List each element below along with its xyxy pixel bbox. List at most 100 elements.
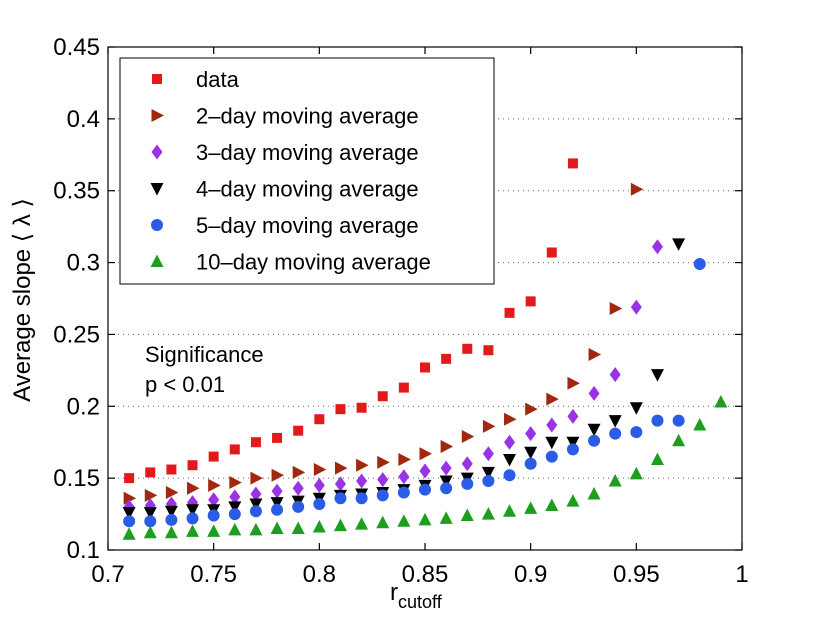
data-point	[270, 497, 284, 510]
data-point	[143, 507, 157, 520]
data-point	[440, 440, 454, 454]
data-point	[377, 455, 390, 469]
data-point	[208, 451, 219, 462]
data-point	[165, 513, 178, 526]
data-points	[122, 158, 728, 540]
legend-label: 5–day moving average	[196, 213, 419, 238]
data-point	[440, 460, 452, 476]
data-point	[355, 492, 368, 505]
data-point	[249, 505, 262, 518]
data-point	[207, 524, 221, 537]
data-point	[186, 524, 200, 537]
data-point	[123, 499, 135, 515]
data-point	[355, 517, 369, 530]
data-point	[208, 478, 221, 492]
data-point	[650, 452, 664, 465]
data-point	[609, 427, 622, 440]
y-tick-label: 0.1	[67, 537, 100, 564]
legend-item: 5–day moving average	[151, 213, 419, 238]
data-point	[291, 521, 305, 534]
data-point	[271, 483, 283, 499]
legend-marker	[151, 144, 163, 160]
data-point	[208, 492, 220, 508]
legend-item: 10–day moving average	[150, 250, 431, 275]
data-point	[441, 353, 452, 364]
legend-label: data	[196, 67, 240, 92]
data-point	[397, 514, 411, 527]
data-point	[481, 466, 495, 480]
series-2	[123, 239, 663, 515]
data-point	[439, 511, 453, 524]
y-tick-label: 0.35	[53, 178, 100, 205]
legend-marker	[152, 74, 162, 84]
data-point	[439, 475, 453, 489]
legend-marker	[150, 183, 164, 196]
data-point	[292, 480, 304, 496]
data-point	[630, 426, 643, 439]
y-tick-label: 0.2	[67, 393, 100, 420]
data-point	[651, 239, 663, 255]
data-point	[524, 501, 538, 514]
y-tick-label: 0.4	[67, 106, 100, 133]
data-point	[524, 446, 538, 460]
data-point	[122, 507, 136, 520]
data-point	[482, 419, 496, 433]
data-point	[587, 423, 601, 437]
data-point	[270, 521, 284, 534]
legend-item: 4–day moving average	[150, 177, 419, 202]
data-point	[249, 498, 263, 512]
data-point	[398, 469, 410, 485]
legend-label: 10–day moving average	[196, 250, 431, 275]
data-point	[608, 415, 622, 428]
x-tick-label: 0.9	[514, 561, 547, 588]
data-point	[545, 498, 559, 511]
data-point	[166, 464, 177, 475]
data-point	[356, 402, 367, 413]
data-point	[165, 486, 179, 500]
data-point	[461, 456, 473, 472]
data-point	[588, 348, 602, 362]
data-point	[418, 512, 432, 526]
legend-items: data 2–day moving average 3–day moving ave…	[150, 67, 431, 275]
data-point	[420, 362, 430, 373]
data-point	[377, 472, 389, 488]
data-point	[566, 436, 580, 450]
data-point	[419, 447, 432, 461]
data-point	[461, 477, 474, 490]
data-point	[313, 498, 326, 511]
data-point	[144, 488, 158, 502]
significance-annotation: Significance p < 0.01	[145, 342, 264, 397]
data-point	[124, 473, 135, 484]
legend-item: 2–day moving average	[151, 104, 419, 129]
y-tick-label: 0.3	[67, 250, 100, 277]
data-point	[650, 369, 664, 382]
data-point	[334, 476, 346, 492]
data-point	[440, 482, 453, 495]
data-point	[334, 492, 347, 505]
series-5	[122, 394, 728, 540]
x-axis-title: rcutoff	[390, 579, 443, 612]
data-point	[588, 434, 601, 447]
data-point	[482, 475, 495, 488]
data-point	[651, 414, 664, 427]
data-point	[566, 443, 579, 456]
data-point	[504, 307, 515, 318]
data-point	[376, 489, 389, 502]
data-point	[503, 453, 517, 467]
data-point	[186, 512, 199, 525]
data-point	[545, 436, 559, 450]
axis-ticks: 0.1 0.15 0.2 0.25 0.3 0.35 0.4 0.45 0.7 0.75 0.8 0.…	[53, 34, 748, 588]
data-point	[524, 457, 537, 470]
data-point	[356, 473, 368, 489]
data-point	[419, 483, 431, 496]
data-point	[228, 508, 241, 521]
data-point	[271, 503, 284, 516]
data-point	[672, 433, 686, 447]
data-point	[525, 426, 537, 442]
legend-box	[119, 57, 495, 285]
data-point	[187, 481, 200, 495]
data-point	[398, 382, 409, 393]
data-point	[293, 425, 304, 436]
data-point	[123, 491, 137, 505]
